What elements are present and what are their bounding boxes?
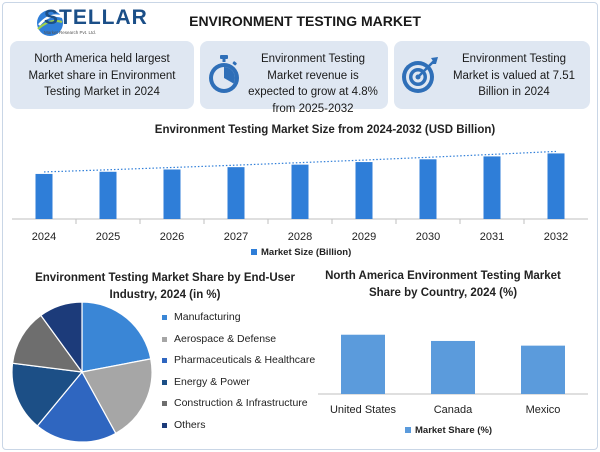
stopwatch-icon — [209, 55, 239, 93]
legend-label: Market Size (Billion) — [261, 247, 351, 258]
x-tick-label: 2024 — [32, 231, 56, 243]
legend-swatch — [162, 379, 167, 385]
legend-item: Energy & Power — [162, 376, 315, 398]
legend-label: Market Share (%) — [415, 425, 492, 436]
x-tick-label: 2028 — [288, 231, 312, 243]
legend-swatch — [162, 336, 167, 342]
x-tick-label: 2025 — [96, 231, 120, 243]
north-america-chart-title: North America Environment Testing Market… — [325, 270, 561, 299]
stellar-logo-icon — [37, 10, 64, 36]
bar-2026 — [163, 169, 181, 219]
logo-subtext: Market Research Pvt. Ltd. — [44, 30, 97, 35]
x-tick-label: 2031 — [480, 231, 504, 243]
legend-label: Energy & Power — [174, 375, 250, 388]
info-box-north-america: North America held largest Market share … — [10, 41, 194, 109]
bar-2029 — [355, 162, 373, 219]
legend-label: Construction & Infrastructure — [174, 397, 308, 410]
x-tick-label: Canada — [434, 404, 473, 416]
info-box-text: Environment Testing Market revenue is ex… — [248, 53, 378, 115]
info-box-valuation: Environment Testing Market is valued at … — [394, 41, 590, 109]
legend-label: Manufacturing — [174, 311, 241, 323]
info-box-text: North America held largest Market share … — [28, 53, 176, 98]
info-box-text: Environment Testing Market is valued at … — [452, 53, 576, 98]
legend-swatch — [162, 315, 167, 320]
end-user-pie-chart — [11, 301, 153, 443]
x-tick-label: Mexico — [526, 404, 561, 416]
bar-2028 — [291, 164, 309, 219]
logo-text: STELLAR — [44, 6, 148, 29]
x-tick-label: 2029 — [352, 231, 376, 243]
info-box-growth: Environment Testing Market revenue is ex… — [200, 41, 388, 115]
x-tick-label: 2030 — [416, 231, 440, 243]
x-tick-label: United States — [330, 404, 397, 416]
bar-2030 — [419, 159, 437, 219]
market-size-bar-chart: 2024 2025 2026 2027 2028 2029 2030 2031 2032 Mark… — [12, 150, 588, 258]
pie-slice-2 — [81, 358, 153, 435]
legend-label: Aerospace & Defense — [174, 332, 277, 345]
x-tick-label: 2026 — [160, 231, 184, 243]
legend-swatch — [162, 358, 167, 364]
bar-canada — [431, 340, 475, 394]
legend-swatch — [162, 401, 167, 407]
target-icon — [402, 57, 438, 93]
legend-swatch — [251, 249, 257, 255]
pie-slice-4 — [11, 362, 84, 427]
pie-legend: Manufacturing Aerospace & Defense Pharmace… — [162, 311, 315, 441]
legend-label: Others — [174, 418, 206, 431]
legend-label: Pharmaceuticals & Healthcare — [174, 354, 316, 367]
pie-slice-6 — [40, 301, 83, 374]
end-user-chart-title: Environment Testing Market Share by End-… — [35, 272, 295, 301]
x-tick-label: 2027 — [224, 231, 248, 243]
legend-swatch — [162, 422, 167, 428]
legend-item: Construction & Infrastructure — [162, 397, 315, 419]
trendline — [43, 150, 557, 173]
legend-item: Others — [162, 419, 315, 441]
pie-slice-3 — [36, 370, 117, 443]
bar-united-states — [341, 334, 385, 394]
bar-2027 — [227, 167, 245, 219]
bar-mexico — [521, 345, 565, 394]
bar-2025 — [99, 171, 117, 219]
market-size-chart-title: Environment Testing Market Size from 202… — [154, 124, 496, 136]
bar-2032 — [547, 153, 565, 219]
legend-item: Pharmaceuticals & Healthcare — [162, 354, 315, 376]
x-tick-label: 2032 — [544, 231, 568, 243]
north-america-bar-chart: United States Canada Mexico Market Share (%… — [318, 334, 588, 436]
bar-2024 — [35, 173, 53, 219]
legend-item: Manufacturing — [162, 311, 315, 333]
legend-swatch — [405, 427, 411, 433]
pie-slice-5 — [11, 314, 84, 373]
legend-item: Aerospace & Defense — [162, 333, 315, 355]
pie-slice-1 — [81, 301, 152, 373]
page-title: ENVIRONMENT TESTING MARKET — [189, 13, 421, 29]
bar-2031 — [483, 156, 501, 219]
